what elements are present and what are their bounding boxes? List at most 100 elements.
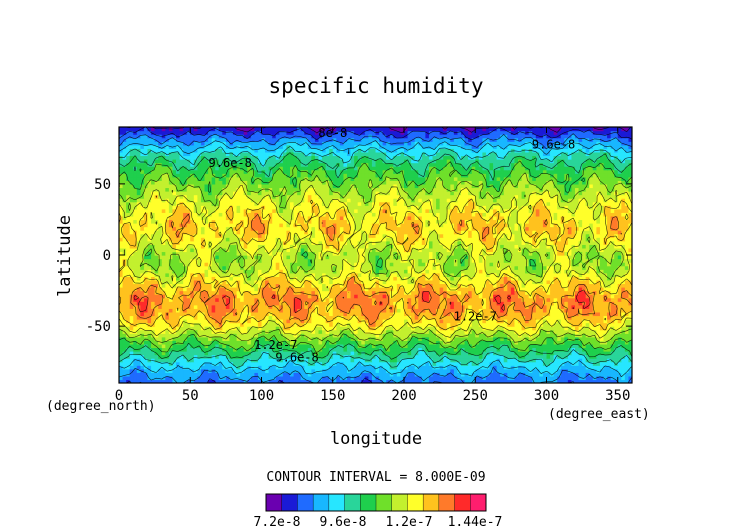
field-cell — [197, 347, 202, 352]
field-cell — [386, 326, 391, 331]
field-cell — [496, 361, 501, 366]
field-cell — [614, 269, 619, 274]
field-cell — [240, 283, 245, 288]
field-cell — [518, 301, 523, 306]
field-cell — [179, 340, 184, 345]
field-cell — [158, 329, 163, 334]
field-cell — [428, 343, 434, 349]
field-cell — [158, 361, 163, 366]
field-cell — [240, 319, 245, 324]
field-cell — [143, 354, 149, 359]
field-cell — [204, 297, 209, 302]
field-cell — [624, 343, 630, 349]
field-cell — [493, 358, 498, 363]
field-cell — [589, 262, 594, 267]
field-cell — [272, 372, 277, 377]
field-cell — [507, 315, 512, 320]
field-cell — [436, 276, 441, 281]
field-cell — [404, 287, 409, 292]
field-cell — [161, 294, 166, 299]
field-cell — [564, 358, 569, 363]
field-cell — [193, 333, 198, 338]
field-cell — [268, 368, 273, 373]
field-cell — [418, 287, 423, 292]
field-cell — [453, 351, 459, 356]
field-cell — [550, 329, 555, 334]
field-cell — [300, 361, 305, 366]
field-cell — [457, 368, 462, 373]
field-cell — [375, 322, 380, 327]
field-cell — [126, 301, 131, 306]
field-cell — [610, 269, 615, 274]
field-cell — [204, 326, 209, 331]
field-cell — [318, 311, 323, 317]
field-cell — [624, 276, 630, 281]
field-cell — [126, 265, 131, 270]
field-cell — [407, 311, 412, 317]
field-cell — [603, 272, 608, 277]
field-cell — [518, 265, 523, 270]
field-cell — [546, 301, 551, 306]
field-cell — [510, 297, 516, 302]
field-cell — [400, 322, 405, 327]
field-cell — [607, 322, 612, 327]
field-cell — [193, 375, 198, 381]
field-cell — [265, 301, 270, 306]
field-cell — [443, 294, 448, 299]
field-cell — [282, 269, 288, 274]
field-cell — [222, 311, 227, 317]
field-cell — [147, 301, 152, 306]
field-cell — [183, 311, 188, 317]
field-cell — [179, 354, 184, 359]
field-cell — [354, 326, 359, 331]
field-cell — [361, 343, 366, 349]
field-cell — [250, 336, 255, 341]
field-cell — [347, 336, 352, 341]
field-cell — [158, 308, 163, 313]
field-cell — [357, 279, 362, 285]
field-cell — [457, 354, 462, 359]
field-cell — [208, 336, 213, 341]
field-cell — [261, 304, 266, 309]
field-cell — [421, 368, 426, 373]
field-cell — [183, 343, 188, 349]
field-cell — [282, 322, 288, 327]
field-cell — [172, 290, 177, 295]
field-cell — [521, 379, 526, 383]
field-cell — [225, 287, 231, 292]
field-cell — [386, 308, 391, 313]
field-cell — [275, 258, 280, 263]
field-cell — [126, 272, 131, 277]
field-cell — [290, 361, 295, 366]
field-cell — [450, 265, 455, 270]
field-cell — [368, 283, 373, 288]
field-cell — [582, 322, 587, 327]
field-cell — [168, 276, 174, 281]
field-cell — [557, 283, 562, 288]
field-cell — [357, 340, 362, 345]
field-cell — [250, 343, 255, 349]
field-cell — [300, 283, 305, 288]
field-cell — [457, 333, 462, 338]
field-cell — [607, 375, 612, 381]
field-cell — [542, 379, 548, 383]
field-cell — [400, 340, 405, 345]
field-cell — [161, 276, 166, 281]
field-cell — [386, 279, 391, 285]
field-cell — [314, 308, 320, 313]
field-cell — [450, 351, 455, 356]
field-cell — [557, 361, 562, 366]
field-cell — [617, 347, 622, 352]
field-cell — [311, 379, 316, 383]
field-cell — [240, 290, 245, 295]
field-cell — [233, 272, 238, 277]
field-cell — [186, 358, 191, 363]
field-cell — [468, 283, 473, 288]
field-cell — [129, 269, 134, 274]
field-cell — [404, 290, 409, 295]
field-cell — [475, 329, 480, 334]
field-cell — [350, 372, 355, 377]
field-cell — [585, 361, 590, 366]
field-cell — [282, 340, 288, 345]
field-cell — [585, 379, 590, 383]
